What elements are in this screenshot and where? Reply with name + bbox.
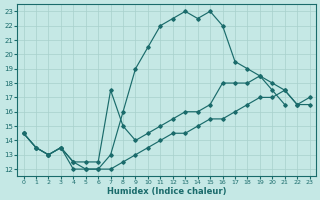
X-axis label: Humidex (Indice chaleur): Humidex (Indice chaleur) — [107, 187, 226, 196]
